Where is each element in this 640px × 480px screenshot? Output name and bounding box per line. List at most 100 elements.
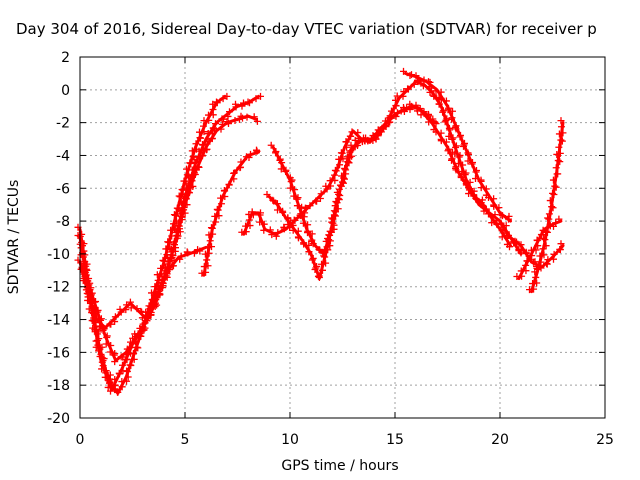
data-point-marker: [173, 231, 181, 239]
data-point-marker: [328, 214, 336, 222]
data-point-marker: [550, 250, 558, 258]
data-point-marker: [555, 215, 563, 223]
data-point-marker: [133, 305, 141, 313]
data-point-marker: [115, 369, 123, 377]
data-point-marker: [400, 67, 407, 75]
data-point-marker: [201, 250, 209, 258]
data-point-marker: [269, 196, 277, 204]
data-point-marker: [183, 248, 191, 256]
data-point-marker: [448, 135, 456, 143]
data-point-marker: [215, 212, 223, 220]
data-point-marker: [430, 119, 438, 127]
data-point-marker: [150, 296, 158, 304]
y-tick-label: -14: [47, 313, 70, 329]
data-point-marker: [98, 358, 106, 366]
data-point-marker: [130, 355, 138, 363]
data-point-marker: [321, 253, 329, 261]
data-point-marker: [123, 377, 131, 385]
data-point-marker: [224, 112, 232, 120]
data-point-marker: [318, 260, 326, 268]
data-point-marker: [189, 172, 197, 180]
data-point-marker: [105, 377, 113, 385]
data-point-marker: [330, 221, 338, 229]
data-point-marker: [457, 173, 465, 181]
series-8: [400, 67, 513, 223]
data-point-marker: [300, 213, 308, 221]
data-point-marker: [263, 190, 271, 198]
data-point-marker: [549, 189, 557, 197]
y-tick-label: -20: [47, 411, 70, 427]
y-tick-label: -2: [56, 116, 70, 132]
data-point-marker: [505, 232, 512, 239]
data-point-marker: [232, 100, 239, 108]
data-point-marker: [326, 227, 334, 235]
data-point-marker: [314, 272, 322, 280]
data-point-marker: [217, 194, 225, 202]
data-point-marker: [260, 220, 268, 228]
data-point-marker: [172, 226, 180, 234]
data-point-marker: [456, 133, 464, 141]
data-point-marker: [541, 236, 549, 244]
data-point-marker: [127, 304, 135, 312]
data-point-marker: [302, 204, 310, 212]
data-point-marker: [498, 233, 506, 241]
data-point-marker: [176, 207, 184, 215]
data-point-marker: [226, 108, 233, 116]
data-point-marker: [485, 193, 492, 201]
y-tick-label: -16: [47, 345, 70, 361]
series-10: [526, 117, 567, 294]
data-point-marker: [449, 134, 457, 142]
data-point-marker: [316, 194, 324, 202]
data-point-marker: [212, 120, 219, 128]
data-point-marker: [186, 178, 194, 186]
data-point-marker: [256, 211, 264, 219]
data-point-marker: [260, 226, 268, 234]
data-point-marker: [240, 99, 247, 107]
data-point-marker: [361, 137, 369, 145]
data-point-marker: [209, 100, 217, 108]
data-point-marker: [287, 178, 295, 186]
data-point-marker: [293, 195, 301, 203]
data-point-marker: [533, 236, 541, 244]
data-point-marker: [239, 114, 246, 122]
data-point-marker: [549, 204, 557, 212]
data-point-marker: [293, 202, 301, 210]
data-point-marker: [324, 246, 332, 254]
data-point-marker: [459, 161, 467, 169]
y-tick-label: -18: [47, 378, 70, 394]
data-point-marker: [244, 98, 252, 106]
data-point-marker: [102, 367, 110, 375]
data-point-marker: [420, 108, 428, 116]
data-point-marker: [545, 210, 553, 218]
data-point-marker: [277, 165, 285, 173]
data-point-marker: [482, 185, 490, 193]
data-point-marker: [168, 232, 176, 240]
data-point-marker: [296, 211, 304, 219]
data-point-marker: [466, 178, 474, 186]
data-point-marker: [546, 197, 554, 205]
data-point-marker: [192, 165, 200, 173]
data-point-marker: [460, 142, 467, 150]
data-point-marker: [456, 151, 464, 159]
data-point-marker: [543, 228, 551, 236]
data-point-marker: [159, 256, 167, 264]
data-point-marker: [327, 228, 335, 236]
data-point-marker: [335, 196, 343, 204]
data-point-marker: [180, 206, 188, 214]
data-point-marker: [406, 72, 414, 80]
data-point-marker: [325, 236, 333, 244]
data-point-marker: [284, 221, 292, 229]
data-point-marker: [553, 150, 561, 158]
data-point-marker: [90, 305, 98, 313]
data-point-marker: [452, 125, 460, 133]
data-point-marker: [355, 137, 363, 145]
data-series: [74, 67, 567, 396]
data-point-marker: [295, 234, 302, 242]
data-point-marker: [305, 241, 313, 249]
x-tick-label: 15: [386, 432, 404, 448]
data-point-marker: [477, 201, 485, 209]
data-point-marker: [334, 194, 342, 202]
data-point-marker: [540, 235, 548, 242]
data-point-marker: [442, 138, 450, 146]
